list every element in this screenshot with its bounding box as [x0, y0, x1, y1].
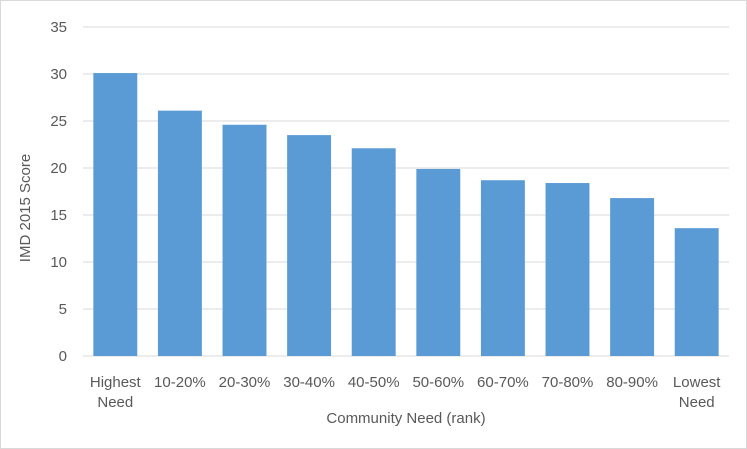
y-tick-label: 10: [50, 254, 67, 271]
x-tick-label: 60-70%: [477, 374, 529, 391]
y-tick-label: 35: [50, 19, 67, 36]
x-tick-label: 70-80%: [542, 374, 594, 391]
bar: [416, 168, 461, 356]
x-tick-label: Highest Need: [90, 374, 142, 411]
bar: [674, 228, 719, 356]
y-tick-label: 5: [59, 301, 67, 318]
bar: [610, 198, 655, 356]
bar: [93, 73, 138, 356]
y-tick-label: 15: [50, 207, 67, 224]
bar: [222, 124, 267, 356]
bar: [351, 148, 396, 356]
y-axis-title: IMD 2015 Score: [17, 154, 34, 262]
y-tick-label: 30: [50, 66, 67, 83]
x-tick-label: 80-90%: [606, 374, 658, 391]
bar: [287, 135, 332, 356]
y-tick-label: 20: [50, 160, 67, 177]
x-tick-label: 10-20%: [154, 374, 206, 391]
y-tick-labels: 0 5 10 15 20 25 30 35: [50, 19, 67, 365]
bar: [480, 180, 525, 356]
y-tick-label: 0: [59, 348, 67, 365]
x-tick-label: Lowest Need: [673, 374, 721, 411]
x-axis-title: Community Need (rank): [326, 410, 485, 427]
x-tick-labels: Highest Need 10-20% 20-30% 30-40% 40-50% 50-60…: [90, 374, 721, 411]
x-tick-label: 40-50%: [348, 374, 400, 391]
x-tick-label: 20-30%: [219, 374, 271, 391]
bar: [157, 110, 202, 356]
x-tick-label: 50-60%: [412, 374, 464, 391]
bars: [93, 73, 719, 356]
y-tick-label: 25: [50, 113, 67, 130]
x-tick-label: 30-40%: [283, 374, 335, 391]
bar: [545, 183, 590, 356]
